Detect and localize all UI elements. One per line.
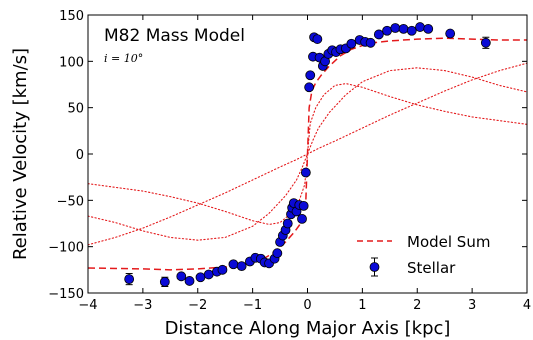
stellar-point [184, 276, 195, 286]
stellar-point [346, 38, 357, 49]
stellar-point [282, 218, 293, 229]
stellar-point [217, 264, 228, 275]
x-tick-label: 2 [413, 298, 421, 313]
legend: Model Sum Stellar [357, 233, 490, 277]
stellar-point [228, 259, 239, 270]
y-axis-title: Relative Velocity [km/s] [10, 48, 31, 260]
y-tick-label: 50 [67, 102, 84, 117]
stellar-point [312, 34, 323, 44]
x-tick-label: 0 [303, 298, 311, 313]
model-curves [88, 37, 527, 271]
y-tick-label: −100 [48, 241, 84, 256]
stellar-point [298, 200, 309, 211]
axis-ticks: −4 −3 −2 −1 0 1 2 3 4 −150 −100 −50 0 50 100 150 [48, 9, 531, 313]
y-tick-label: 100 [59, 55, 84, 70]
stellar-point [365, 37, 376, 48]
data-points [124, 22, 491, 288]
x-tick-label: 1 [358, 298, 366, 313]
x-tick-label: −2 [188, 298, 207, 313]
stellar-point [159, 276, 170, 287]
annotation-title: M82 Mass Model [104, 26, 245, 46]
stellar-point [373, 29, 384, 40]
stellar-point [445, 28, 456, 39]
legend-stellar-label: Stellar [407, 259, 456, 277]
model-sum-line [88, 37, 527, 271]
stellar-point [300, 167, 311, 178]
x-tick-label: 4 [523, 298, 531, 313]
x-tick-label: −1 [243, 298, 262, 313]
y-tick-label: −50 [57, 194, 84, 209]
y-tick-label: −150 [48, 287, 84, 302]
x-tick-label: −3 [133, 298, 152, 313]
stellar-point [382, 25, 392, 36]
stellar-point [304, 82, 315, 93]
y-tick-label: 150 [59, 9, 84, 24]
stellar-point [203, 269, 214, 280]
y-tick-label: 0 [76, 148, 84, 163]
stellar-point [423, 23, 434, 34]
annotation-inclination: i = 10° [104, 52, 143, 65]
stellar-point [406, 25, 417, 36]
stellar-point [195, 272, 206, 283]
stellar-point [305, 70, 316, 81]
stellar-point [176, 271, 187, 282]
stellar-point [415, 22, 425, 32]
stellar-point [272, 248, 283, 259]
legend-stellar-marker [369, 262, 380, 272]
stellar-point [297, 213, 307, 224]
stellar-point [236, 261, 247, 272]
stellar-point [390, 23, 401, 33]
stellar-point [124, 274, 135, 285]
component-line-4 [88, 62, 527, 246]
legend-model-sum-label: Model Sum [407, 233, 490, 251]
x-axis-title: Distance Along Major Axis [kpc] [165, 318, 451, 339]
stellar-point [480, 37, 491, 48]
stellar-point [398, 23, 409, 34]
x-tick-label: −4 [78, 298, 97, 313]
x-tick-label: 3 [468, 298, 476, 313]
